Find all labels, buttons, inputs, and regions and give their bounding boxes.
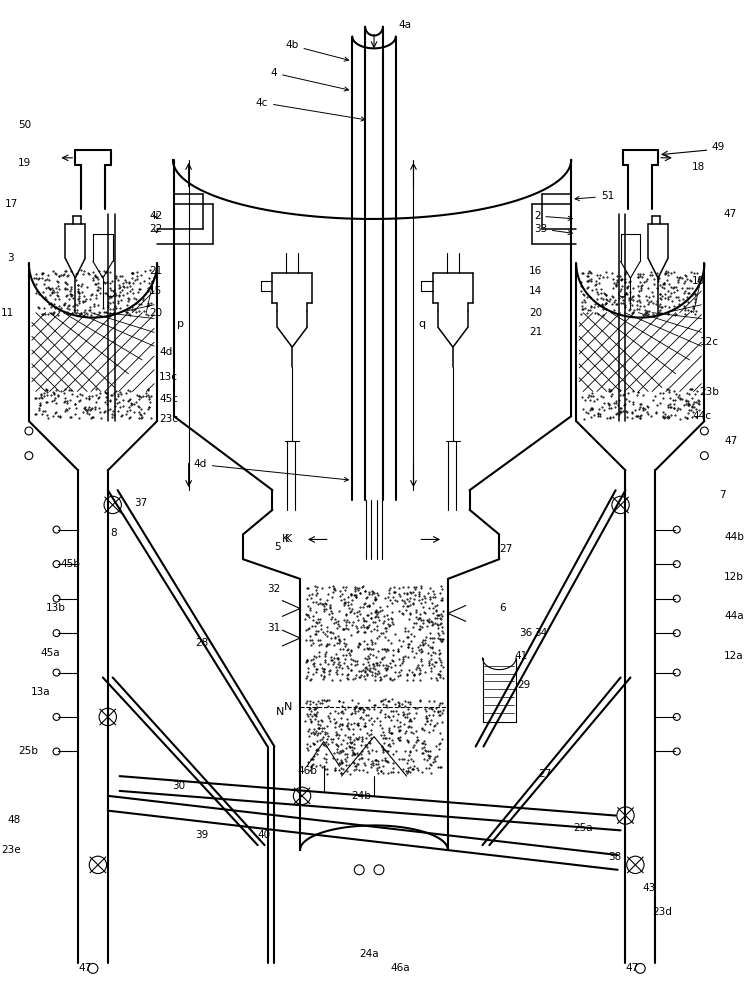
Text: 36: 36 xyxy=(519,628,532,638)
Text: 43: 43 xyxy=(642,883,656,893)
Text: 44a: 44a xyxy=(724,611,744,621)
Text: 45b: 45b xyxy=(60,559,80,569)
Text: 20: 20 xyxy=(529,308,542,318)
Text: 4d: 4d xyxy=(159,347,172,357)
Text: 20: 20 xyxy=(149,308,163,318)
Text: 33: 33 xyxy=(534,224,572,235)
Text: 8: 8 xyxy=(110,528,116,538)
Text: 12c: 12c xyxy=(700,337,718,347)
Text: 45c: 45c xyxy=(159,394,178,404)
Text: 48: 48 xyxy=(7,815,21,825)
Text: 13b: 13b xyxy=(46,603,66,613)
Text: 19: 19 xyxy=(18,158,31,168)
Text: p: p xyxy=(177,319,184,329)
Text: 42: 42 xyxy=(149,211,163,221)
Text: 11: 11 xyxy=(1,308,14,318)
Text: 13a: 13a xyxy=(31,687,51,697)
Text: 7: 7 xyxy=(719,490,726,500)
Text: 15: 15 xyxy=(149,286,163,296)
Text: 17: 17 xyxy=(4,199,18,209)
Text: 24b: 24b xyxy=(351,791,372,801)
Text: 4c: 4c xyxy=(256,98,366,121)
Text: 47: 47 xyxy=(724,436,737,446)
Text: 12a: 12a xyxy=(724,651,744,661)
Text: 51: 51 xyxy=(575,191,614,201)
Text: 39: 39 xyxy=(195,830,209,840)
Text: 47: 47 xyxy=(78,963,92,973)
Text: 21: 21 xyxy=(149,266,163,276)
Text: 49: 49 xyxy=(711,142,724,152)
Text: 23b: 23b xyxy=(700,387,719,397)
Text: 25b: 25b xyxy=(18,746,38,756)
Text: 2: 2 xyxy=(534,211,572,221)
Text: 28: 28 xyxy=(195,638,209,648)
Text: N: N xyxy=(276,707,284,717)
Text: 22: 22 xyxy=(149,224,163,234)
Text: 38: 38 xyxy=(608,852,621,862)
Text: 12b: 12b xyxy=(724,572,744,582)
Text: 46a: 46a xyxy=(391,963,410,973)
Text: 46b: 46b xyxy=(297,766,317,776)
Text: 4a: 4a xyxy=(398,20,412,30)
Text: 21: 21 xyxy=(529,327,542,337)
Text: 6: 6 xyxy=(499,603,506,613)
Text: 37: 37 xyxy=(134,498,148,508)
Text: 24a: 24a xyxy=(360,949,379,959)
Text: 47: 47 xyxy=(723,209,736,219)
Text: 34: 34 xyxy=(534,628,547,638)
Text: 10: 10 xyxy=(692,276,705,286)
Text: 4b: 4b xyxy=(285,40,348,61)
Text: 3: 3 xyxy=(7,253,14,263)
Text: 16: 16 xyxy=(529,266,542,276)
Text: q: q xyxy=(419,319,425,329)
Text: 30: 30 xyxy=(172,781,185,791)
Text: N: N xyxy=(283,702,292,712)
Text: 25a: 25a xyxy=(573,823,593,833)
Text: 13c: 13c xyxy=(159,372,178,382)
Text: K: K xyxy=(282,534,289,544)
Text: K: K xyxy=(285,534,292,544)
Text: 31: 31 xyxy=(267,623,280,633)
Text: 44c: 44c xyxy=(692,411,711,421)
Text: 44b: 44b xyxy=(724,532,744,542)
Text: 4: 4 xyxy=(271,68,348,91)
Text: 45a: 45a xyxy=(41,648,60,658)
Text: 5: 5 xyxy=(274,542,280,552)
Text: 23d: 23d xyxy=(652,907,672,917)
Text: 29: 29 xyxy=(517,680,530,690)
Text: 18: 18 xyxy=(692,162,705,172)
Text: 23c: 23c xyxy=(159,414,178,424)
Text: 27: 27 xyxy=(499,544,513,554)
Text: 27: 27 xyxy=(539,769,552,779)
Text: 41: 41 xyxy=(514,651,527,661)
Text: 50: 50 xyxy=(18,120,31,130)
Text: 4d: 4d xyxy=(193,459,348,482)
Text: 32: 32 xyxy=(267,584,280,594)
Text: 14: 14 xyxy=(529,286,542,296)
Text: 40: 40 xyxy=(257,830,271,840)
Text: 47: 47 xyxy=(625,963,639,973)
Text: 23e: 23e xyxy=(1,845,21,855)
